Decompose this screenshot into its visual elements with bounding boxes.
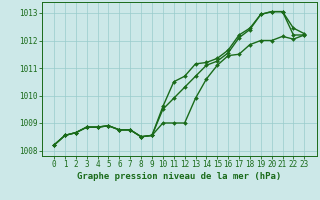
X-axis label: Graphe pression niveau de la mer (hPa): Graphe pression niveau de la mer (hPa) — [77, 172, 281, 181]
